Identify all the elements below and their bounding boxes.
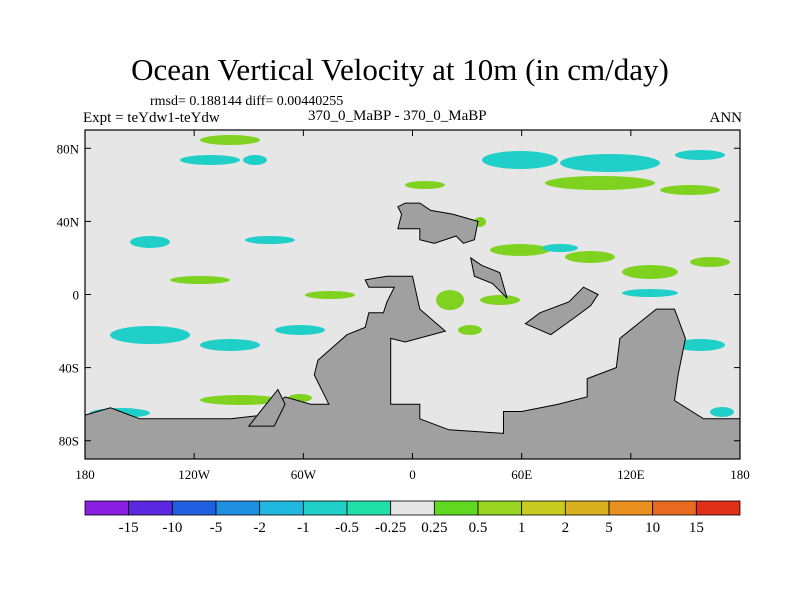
land-masses [84,202,741,460]
colorbar-swatch [390,500,435,516]
y-tick-label: 80N [57,141,80,156]
neg-patch [200,339,260,351]
pos-patch [490,244,550,256]
x-tick-label: 180 [730,467,750,482]
experiment-label: Expt = teYdw1-teYdw [83,110,220,126]
neg-patch [110,326,190,344]
pos-patch [170,276,230,284]
land-polygon [524,286,599,336]
neg-patch [482,151,558,169]
land-polygon [247,388,286,427]
neg-patch [245,236,295,244]
neg-patch [180,155,240,165]
colorbar-label: 10 [645,520,660,536]
x-tick-label: 180 [75,467,95,482]
pos-patch [200,395,280,405]
colorbar-label: -0.5 [335,520,359,536]
pos-patch [480,295,520,305]
x-tick-label: 60W [291,467,317,482]
colorbar-swatch [302,500,348,516]
colorbar-label: 5 [605,520,613,536]
neg-patch [243,155,267,165]
neg-patch [560,154,660,172]
pos-patch [622,265,678,279]
neg-patch [710,407,734,417]
pos-patch [458,325,482,335]
colorbar-label: 0.25 [421,520,447,536]
pos-patch [436,290,464,310]
colorbar-swatch [695,500,741,516]
colorbar-label: -1 [297,520,310,536]
colorbar-label: 0.5 [469,520,488,536]
neg-patch [275,325,325,335]
colorbar-label: -15 [119,520,139,536]
axis-ticks: 180 120W 60W 0 60E 120E 180 80N 40N 0 40S 80S [57,130,750,482]
pos-patch [200,135,260,145]
colorbar-swatch [259,500,304,516]
pos-patch [305,291,355,299]
colorbar-label: -5 [210,520,223,536]
colorbar-label: -2 [253,520,266,536]
chart-title: Ocean Vertical Velocity at 10m (in cm/da… [131,52,669,87]
y-tick-label: 80S [59,434,79,449]
colorbar-swatch [521,500,566,516]
y-tick-label: 40S [59,361,79,376]
colorbar-swatch [564,500,610,516]
colorbar-label: 2 [562,520,570,536]
colorbar: -15 -10 -5 -2 -1 -0.5 -0.25 0.25 0.5 1 2 5 10 15 [84,500,741,536]
colorbar-label: -10 [162,520,182,536]
stats-line: rmsd= 0.188144 diff= 0.00440255 [150,94,344,109]
colorbar-swatch [215,500,261,516]
colorbar-swatch [477,500,523,516]
pos-patch [545,176,655,190]
x-tick-label: 0 [409,467,416,482]
colorbar-swatch [171,500,217,516]
colorbar-swatch [84,500,130,516]
x-tick-label: 60E [511,467,532,482]
neg-patch [622,289,678,297]
land-polygon [469,256,508,299]
pos-patch [565,251,615,263]
land-polygon [84,275,741,460]
land-polygon [397,202,479,244]
colorbar-label: 1 [518,520,526,536]
colorbar-swatch [346,500,392,516]
colorbar-label: -0.25 [375,520,406,536]
colorbar-swatch [652,500,697,516]
season-label: ANN [709,110,743,126]
colorbar-swatch [128,500,173,516]
pos-patch [405,181,445,189]
neg-patch [675,339,725,351]
case-label: 370_0_MaBP - 370_0_MaBP [308,108,487,124]
x-tick-label: 120E [617,467,645,482]
colorbar-label: 15 [689,520,704,536]
neg-patch [542,244,578,252]
colorbar-swatch [608,500,654,516]
y-tick-label: 0 [73,288,80,303]
neg-patch [130,236,170,248]
neg-patch [675,150,725,160]
x-tick-label: 120W [178,467,211,482]
pos-patch [690,257,730,267]
pos-patch [660,185,720,195]
y-tick-label: 40N [57,214,80,229]
colorbar-swatch [433,500,479,516]
